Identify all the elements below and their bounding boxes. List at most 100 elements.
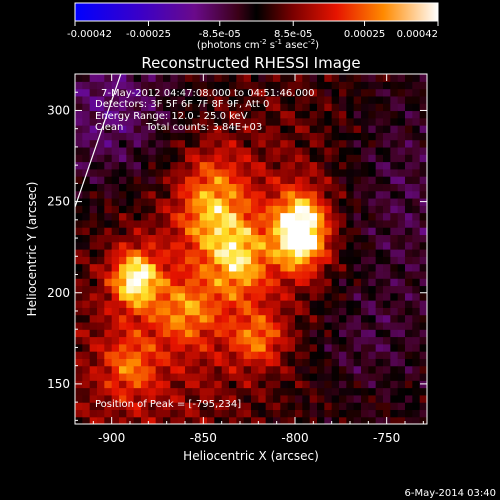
heatmap-cell (141, 336, 149, 345)
heatmap-cell (236, 161, 245, 170)
heatmap-cell (111, 176, 120, 184)
heatmap-cell (141, 329, 149, 338)
heatmap-cell (280, 117, 289, 126)
heatmap-cell (412, 88, 421, 97)
heatmap-cell (346, 365, 355, 374)
heatmap-cell (346, 256, 355, 265)
heatmap-cell (287, 81, 296, 90)
heatmap-cell (390, 212, 399, 221)
heatmap-cell (207, 205, 215, 214)
heatmap-cell (214, 219, 223, 228)
heatmap-cell (295, 95, 303, 104)
heatmap-cell (265, 270, 274, 279)
heatmap-cell (273, 321, 281, 330)
heatmap-cell (119, 263, 127, 272)
heatmap-cell (390, 205, 399, 214)
heatmap-cell (141, 292, 149, 301)
heatmap-cell (331, 176, 340, 184)
heatmap-cell (368, 132, 377, 141)
heatmap-cell (236, 285, 245, 294)
heatmap-cell (82, 132, 91, 141)
heatmap-cell (126, 256, 135, 265)
heatmap-cell (214, 249, 223, 257)
heatmap-cell (317, 372, 325, 381)
heatmap-cell (185, 365, 193, 374)
heatmap-cell (236, 394, 245, 403)
heatmap-cell (397, 380, 406, 389)
heatmap-cell (383, 358, 391, 367)
heatmap-cell (324, 197, 333, 206)
heatmap-cell (104, 88, 113, 97)
heatmap-cell (412, 95, 421, 104)
heatmap-cell (383, 154, 391, 163)
heatmap-cell (229, 117, 237, 126)
heatmap-cell (192, 81, 201, 90)
heatmap-cell (361, 387, 369, 396)
heatmap-cell (221, 227, 230, 236)
heatmap-cell (258, 132, 267, 141)
heatmap-cell (280, 256, 289, 265)
heatmap-cell (97, 351, 105, 359)
heatmap-cell (251, 161, 259, 170)
heatmap-cell (273, 154, 281, 163)
heatmap-cell (97, 394, 105, 403)
heatmap-cell (243, 256, 252, 265)
heatmap-cell (295, 205, 303, 214)
heatmap-cell (170, 139, 179, 148)
heatmap-cell (82, 329, 91, 338)
heatmap-cell (207, 110, 215, 119)
heatmap-cell (185, 314, 193, 323)
heatmap-cell (104, 219, 113, 228)
heatmap-cell (324, 234, 333, 243)
heatmap-cell (273, 358, 281, 367)
heatmap-cell (243, 219, 252, 228)
heatmap-cell (163, 351, 171, 359)
colorbar-tick-label: 0.00042 (397, 29, 438, 40)
heatmap-cell (133, 176, 142, 184)
heatmap-cell (397, 74, 406, 82)
heatmap-cell (361, 183, 369, 192)
heatmap-cell (368, 285, 377, 294)
heatmap-cell (339, 219, 347, 228)
heatmap-cell (148, 183, 157, 192)
heatmap-cell (229, 132, 237, 141)
heatmap-cell (170, 234, 179, 243)
heatmap-cell (339, 314, 347, 323)
heatmap-cell (97, 249, 105, 257)
heatmap-cell (287, 88, 296, 97)
heatmap-cell (258, 81, 267, 90)
heatmap-cell (192, 285, 201, 294)
heatmap-cell (177, 103, 186, 112)
heatmap-cell (89, 380, 98, 389)
heatmap-cell (309, 270, 318, 279)
heatmap-cell (141, 176, 149, 184)
heatmap-cell (419, 307, 427, 316)
heatmap-cell (265, 110, 274, 119)
heatmap-cell (302, 380, 311, 389)
heatmap-cell (353, 314, 362, 323)
heatmap-cell (104, 307, 113, 316)
heatmap-cell (104, 146, 113, 155)
heatmap-cell (353, 285, 362, 294)
heatmap-cell (419, 358, 427, 367)
heatmap-cell (317, 74, 325, 82)
heatmap-cell (97, 125, 105, 133)
heatmap-cell (170, 416, 179, 424)
heatmap-cell (419, 154, 427, 163)
heatmap-cell (229, 402, 237, 411)
heatmap-cell (251, 95, 259, 104)
heatmap-cell (177, 343, 186, 352)
heatmap-cell (163, 74, 171, 82)
heatmap-cell (97, 205, 105, 214)
heatmap-cell (199, 219, 208, 228)
heatmap-cell (390, 300, 399, 308)
heatmap-cell (133, 249, 142, 257)
heatmap-cell (331, 146, 340, 155)
heatmap-cell (397, 161, 406, 170)
heatmap-cell (141, 227, 149, 236)
heatmap-cell (177, 394, 186, 403)
heatmap-cell (375, 176, 384, 184)
heatmap-cell (324, 81, 333, 90)
heatmap-cell (119, 351, 127, 359)
heatmap-cell (185, 103, 193, 112)
